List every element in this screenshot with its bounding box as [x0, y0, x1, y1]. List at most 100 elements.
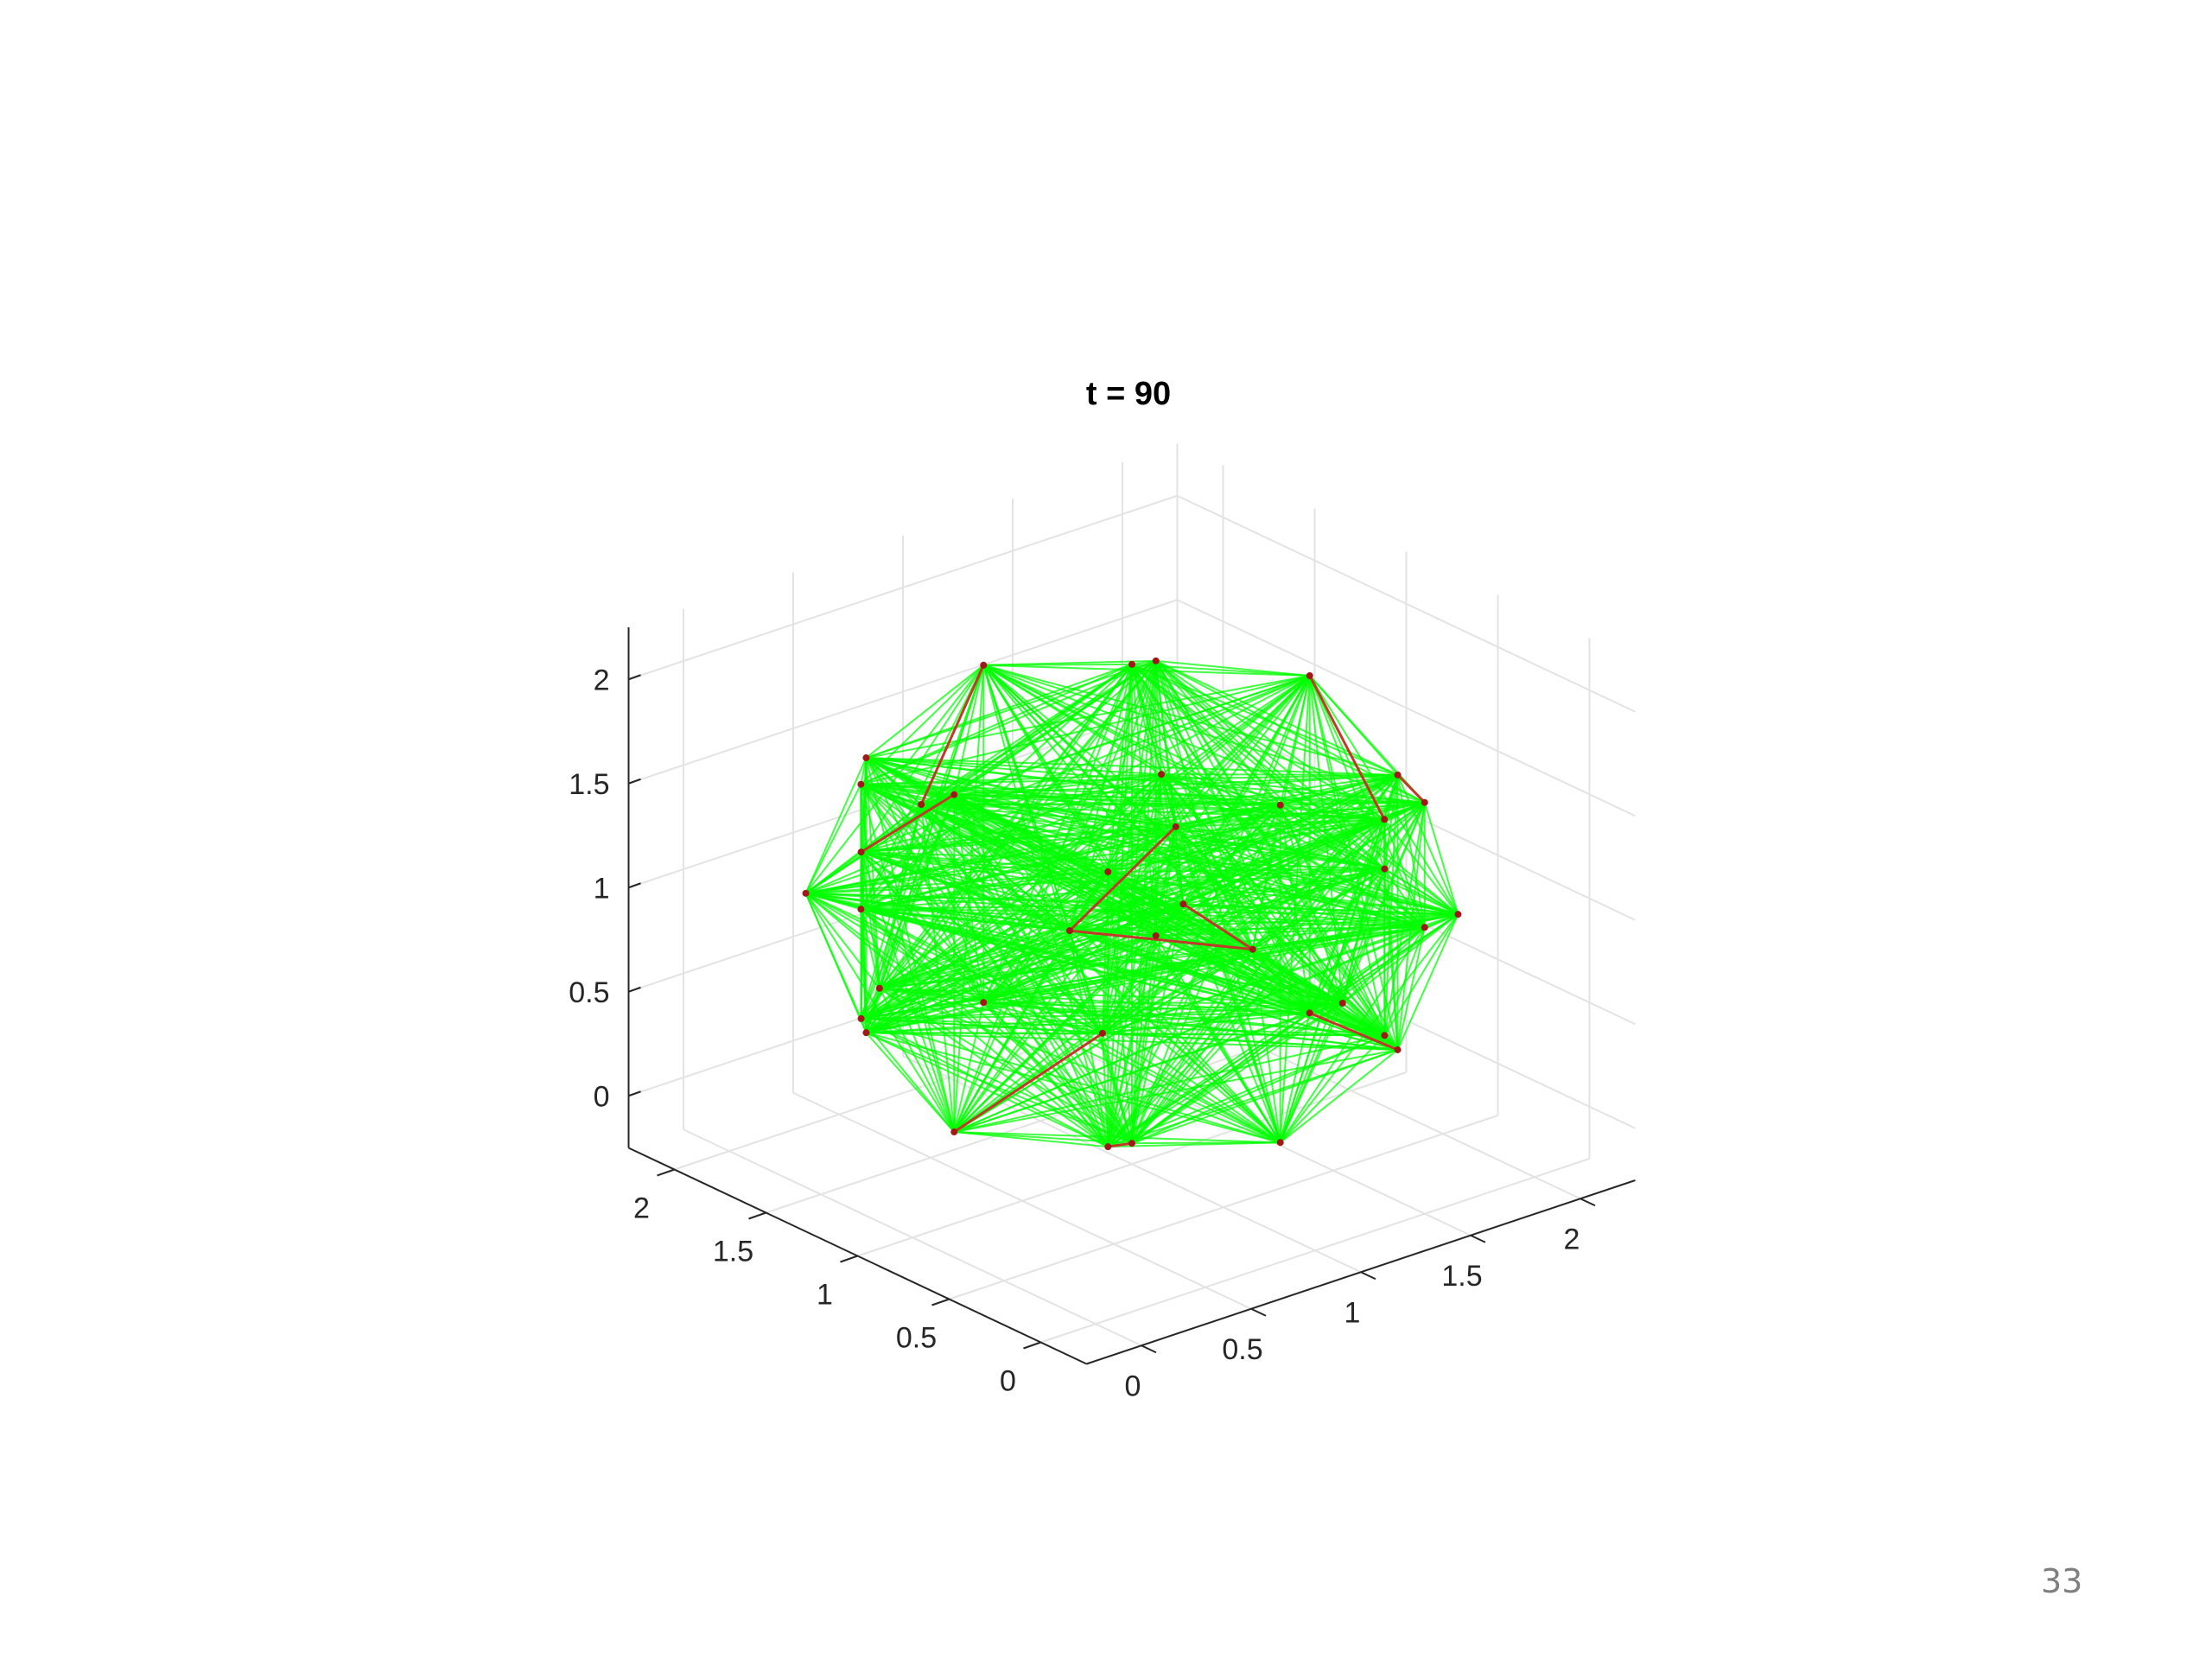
node-point	[1098, 1029, 1106, 1037]
edge	[866, 674, 1310, 760]
x-tick	[1141, 1344, 1157, 1354]
edge	[861, 825, 1177, 1020]
edge	[1183, 903, 1425, 929]
edge	[861, 801, 1426, 1020]
edge	[861, 825, 1177, 911]
node-point	[1276, 801, 1284, 809]
x-tick-label: 1.5	[1441, 1260, 1482, 1293]
node-point	[1104, 868, 1112, 876]
y-tick	[657, 1168, 675, 1177]
x-tick	[1470, 1234, 1486, 1243]
node-point	[1249, 945, 1256, 953]
y-tick	[931, 1298, 950, 1306]
node-point	[1276, 1139, 1284, 1147]
edge	[861, 851, 1254, 950]
node-point	[1104, 1143, 1112, 1151]
y-tick-label: 0	[1000, 1365, 1016, 1398]
highlight-edge	[1182, 903, 1254, 950]
edge	[860, 908, 984, 1004]
z-tick	[628, 986, 641, 993]
y-tick-label: 1	[817, 1279, 833, 1312]
node-point	[1381, 865, 1389, 873]
edge	[982, 664, 1071, 931]
edge	[879, 987, 1281, 1144]
edge	[866, 903, 1184, 1034]
edge	[860, 908, 1109, 1147]
edge	[861, 948, 1253, 1020]
node-point	[862, 754, 870, 762]
edge	[1175, 825, 1385, 870]
grid-line	[766, 1028, 1315, 1214]
y-tick	[1023, 1341, 1041, 1350]
edge	[953, 903, 1185, 1133]
node-point	[1128, 660, 1135, 668]
node-point	[857, 1014, 865, 1022]
edge	[861, 773, 1398, 911]
node-point	[1066, 927, 1073, 935]
edge	[954, 1131, 1109, 1148]
edge	[865, 757, 985, 1003]
node-point	[1158, 771, 1166, 779]
edge	[861, 659, 1157, 785]
highlight-edge	[860, 793, 956, 854]
node-point	[802, 889, 810, 897]
edge	[865, 664, 984, 759]
edge	[866, 757, 1425, 804]
edge	[861, 851, 1281, 1144]
edge	[1069, 926, 1425, 932]
edge	[1341, 774, 1399, 1004]
edge	[953, 664, 985, 1133]
edge	[805, 892, 1253, 950]
edge	[861, 1017, 1385, 1037]
node-point	[875, 984, 883, 992]
node-point	[1381, 1032, 1389, 1039]
edge	[804, 893, 1109, 1147]
edge	[861, 930, 1071, 1020]
edge	[866, 1032, 1385, 1037]
edge	[1342, 913, 1459, 1004]
z-tick-label: 0.5	[569, 976, 609, 1009]
edge	[1279, 774, 1399, 1143]
edge	[866, 757, 1177, 828]
edge	[983, 664, 1398, 776]
node-point	[950, 791, 958, 798]
node-point	[857, 906, 865, 913]
edge	[861, 871, 1109, 911]
edge	[1383, 926, 1426, 1036]
edge	[1108, 871, 1425, 929]
highlight-edge	[919, 664, 985, 805]
edge	[1155, 660, 1426, 929]
edge	[866, 757, 1162, 776]
edge	[804, 757, 868, 894]
edge	[865, 930, 1071, 1034]
grid-line	[857, 1071, 1407, 1257]
edge	[1107, 1034, 1385, 1148]
edge	[1308, 675, 1386, 869]
edge	[1183, 868, 1385, 906]
edge	[866, 926, 1425, 1034]
edge	[1131, 664, 1426, 929]
y-tick-label: 2	[633, 1192, 650, 1225]
edge	[1107, 949, 1254, 1147]
edge	[1174, 826, 1185, 905]
edge	[982, 903, 1184, 1004]
edge	[1280, 801, 1425, 806]
network-nodes	[802, 657, 1462, 1151]
highlight-edge	[1396, 773, 1426, 804]
y-tick-label: 0.5	[896, 1322, 937, 1355]
edge	[866, 1032, 1281, 1144]
edge	[1107, 926, 1426, 1147]
edge	[954, 1048, 1398, 1134]
node-point	[1421, 798, 1428, 806]
highlight-edge	[1308, 675, 1386, 820]
edge	[1383, 774, 1399, 1036]
highlight-edge	[1069, 929, 1253, 951]
edge	[954, 1034, 1385, 1134]
edge	[805, 892, 861, 911]
edge	[1107, 826, 1177, 1147]
network-edges	[804, 659, 1459, 1148]
highlight-edge	[1068, 825, 1177, 932]
edge	[1383, 868, 1426, 928]
edge	[860, 660, 1157, 911]
x-tick	[1580, 1198, 1596, 1207]
